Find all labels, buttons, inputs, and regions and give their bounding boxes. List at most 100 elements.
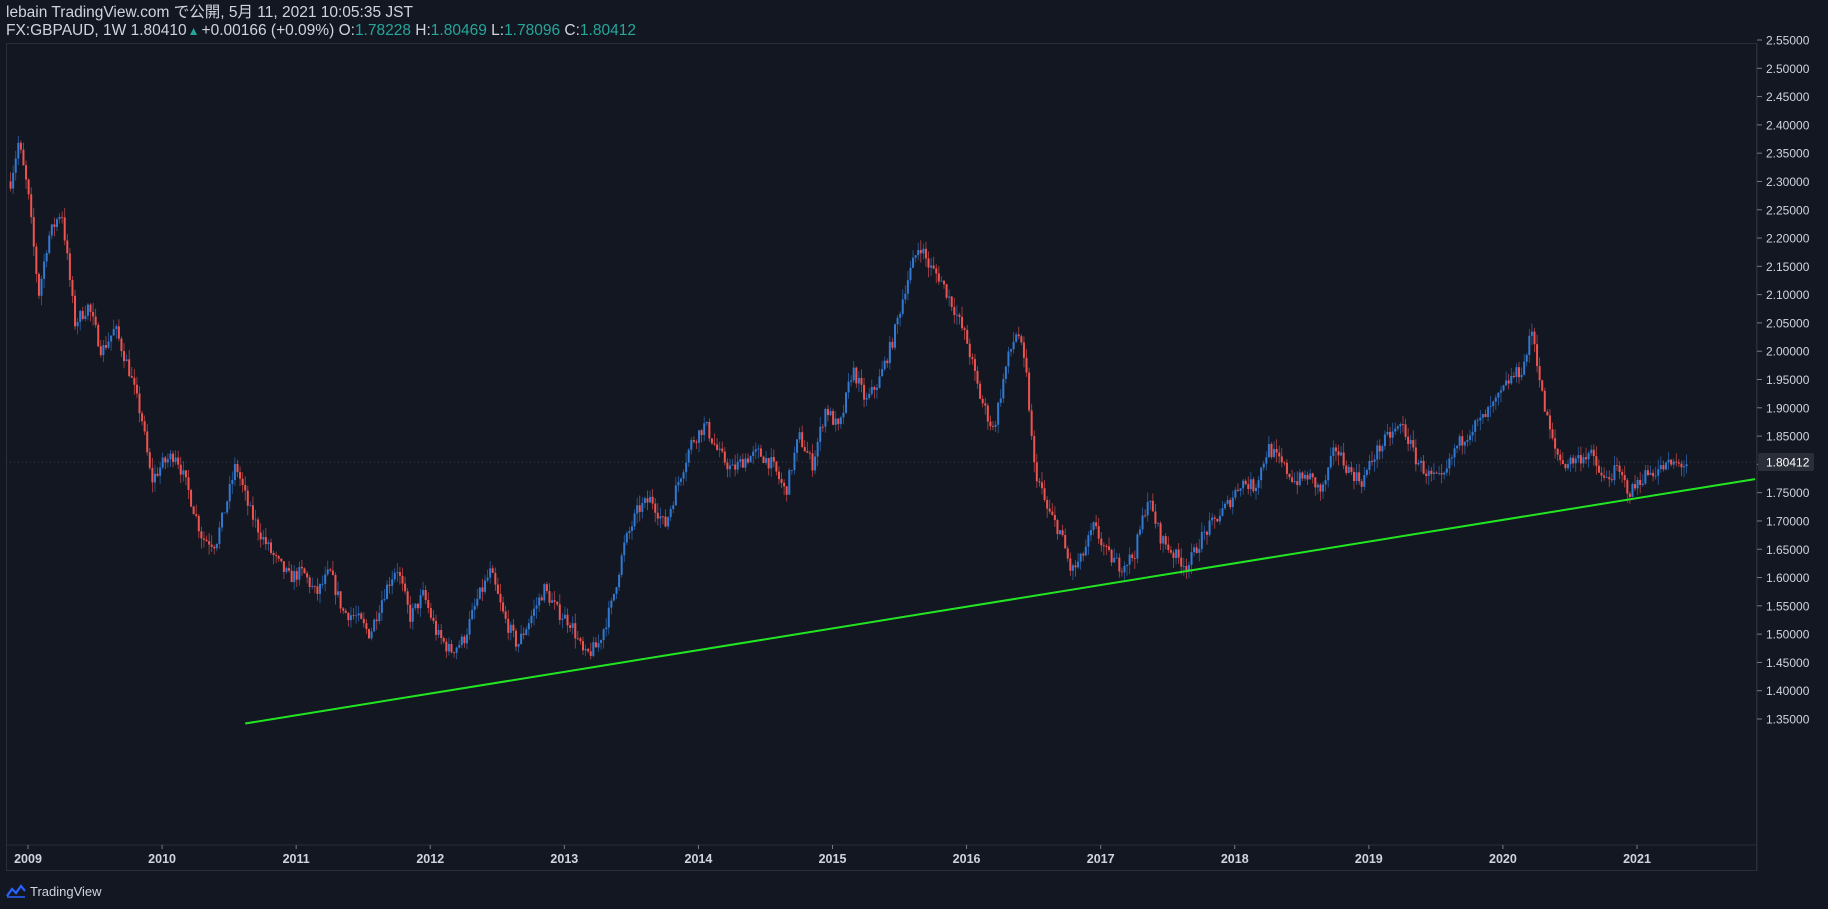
candle-body-178 [468,619,471,635]
candle-body-310 [808,452,811,454]
candle-body-54 [148,452,151,468]
candle-body-1 [12,172,15,189]
candle-body-433 [1126,564,1129,566]
candle-body-0 [9,181,12,189]
candle-body-429 [1115,557,1118,559]
candle-body-394 [1025,357,1028,373]
candle-body-289 [754,449,757,452]
candle-body-294 [767,458,770,469]
candle-body-573 [1487,406,1490,418]
candle-body-491 [1275,448,1278,453]
candle-body-546 [1417,462,1420,465]
candle-body-529 [1373,459,1376,462]
candle-body-349 [909,267,912,281]
candle-body-239 [625,532,628,543]
candle-body-199 [522,633,525,635]
candle-body-180 [473,605,476,610]
candle-body-633 [1641,483,1644,485]
candle-body-566 [1469,435,1472,440]
candle-body-460 [1195,547,1198,553]
candle-body-598 [1551,429,1554,439]
candle-body-17 [53,224,56,227]
candle-body-29 [84,315,87,319]
candle-body-81 [218,527,221,544]
y-tick-label: 1.35000 [1766,713,1810,727]
candle-body-612 [1587,453,1590,460]
candle-body-372 [968,343,971,358]
candle-body-378 [984,403,987,406]
candle-body-404 [1051,511,1054,515]
candle-body-235 [615,587,618,594]
candle-body-246 [643,498,646,504]
candle-body-119 [316,586,319,594]
candle-body-344 [896,317,899,325]
ohlc-line: FX:GBPAUD, 1W 1.80410▲ +0.00166 (+0.09%) … [6,22,636,40]
candle-body-425 [1105,546,1108,547]
candle-body-355 [924,248,927,259]
candle-body-166 [437,630,440,635]
candle-body-240 [628,530,631,533]
candle-body-316 [824,408,827,427]
candle-body-600 [1556,448,1559,455]
candle-body-139 [367,629,370,639]
candle-body-537 [1394,428,1397,432]
candle-body-360 [937,273,940,282]
candle-body-545 [1414,447,1417,465]
candle-body-282 [736,461,739,470]
candle-body-144 [380,600,383,613]
candle-body-125 [331,570,334,575]
candle-body-613 [1590,449,1593,454]
candle-body-367 [955,314,958,316]
candle-body-371 [966,329,969,344]
footer-brand[interactable]: TradingView [6,880,102,902]
candle-body-650 [1685,464,1688,467]
candle-body-188 [494,572,497,585]
candle-body-200 [525,629,528,635]
candle-body-348 [906,280,909,294]
candle-body-383 [997,402,1000,425]
candle-body-356 [927,258,930,268]
candle-body-340 [886,360,889,364]
candle-body-421 [1095,522,1098,527]
candle-body-21 [63,217,66,241]
up-triangle-icon: ▲ [187,24,200,38]
candle-body-468 [1216,518,1219,522]
candle-body-380 [989,421,992,427]
candle-body-230 [602,629,605,641]
candle-body-270 [705,422,708,424]
candle-body-262 [685,462,688,473]
candle-body-382 [994,424,997,427]
candle-body-428 [1113,557,1116,563]
candle-body-512 [1329,455,1332,468]
candle-body-487 [1265,457,1268,464]
candle-body-142 [375,619,378,622]
candle-body-59 [161,457,164,468]
candle-body-212 [556,601,559,605]
candle-body-552 [1432,472,1435,475]
candle-body-280 [731,464,734,466]
candle-body-301 [785,486,788,495]
candle-body-440 [1144,515,1147,517]
candle-body-152 [401,575,404,584]
candle-body-105 [280,558,283,562]
candle-body-281 [734,464,737,470]
candle-body-390 [1015,334,1018,342]
candle-body-565 [1466,439,1469,442]
candle-body-594 [1541,380,1544,391]
candle-body-577 [1497,392,1500,398]
candle-body-305 [796,439,799,453]
candle-body-261 [682,472,685,479]
candle-body-128 [339,591,342,609]
candle-body-589 [1528,335,1531,355]
candle-body-420 [1092,522,1095,531]
low-value: 1.78096 [504,22,561,39]
candle-body-323 [842,412,845,418]
candle-body-475 [1234,489,1237,498]
candle-body-361 [940,280,943,282]
candle-body-87 [233,464,236,481]
candle-body-402 [1046,499,1049,509]
candle-body-365 [950,296,953,308]
candle-body-307 [801,432,804,447]
candle-body-6 [25,165,28,180]
